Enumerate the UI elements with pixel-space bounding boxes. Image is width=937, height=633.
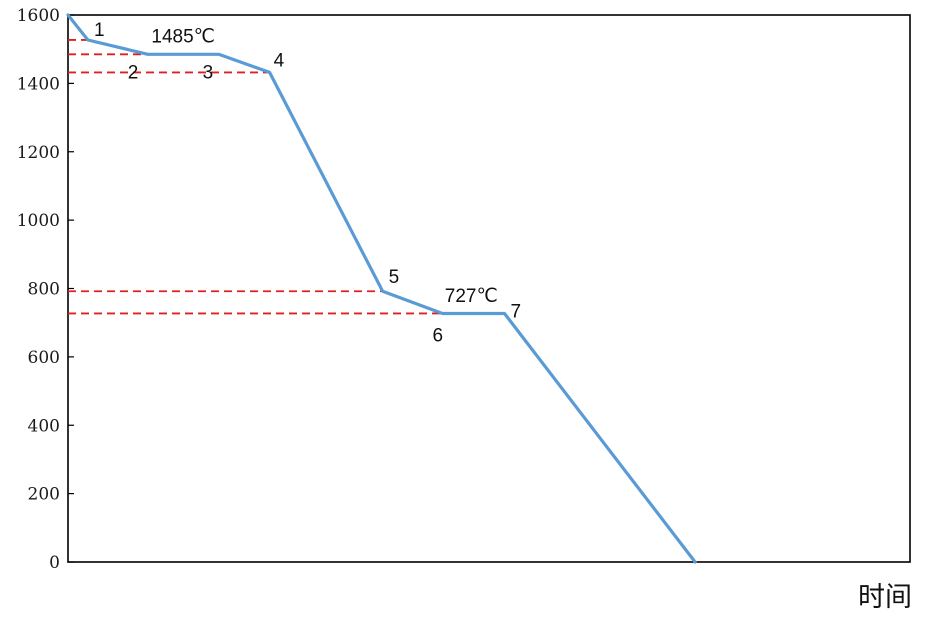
y-tick-label: 1400	[17, 74, 60, 94]
y-tick-label: 200	[28, 485, 60, 505]
point-label-2: 2	[128, 62, 139, 83]
annotations: 1485℃ 727℃	[151, 26, 497, 307]
y-tick-label: 0	[49, 553, 60, 573]
y-tick-label: 1600	[17, 6, 60, 26]
point-labels: 1 2 3 4 5 6 7	[94, 20, 521, 347]
temperature-annotation: 727℃	[445, 286, 498, 307]
point-label-1: 1	[94, 20, 105, 41]
y-tick-label: 1000	[17, 211, 60, 231]
point-label-7: 7	[511, 301, 522, 322]
y-tick-label: 800	[28, 280, 60, 300]
point-label-4: 4	[274, 50, 285, 71]
y-tick-label: 600	[28, 348, 60, 368]
point-label-3: 3	[203, 62, 214, 83]
point-label-5: 5	[389, 267, 400, 288]
y-axis-ticks: 0 200 400 600 800 1000 1200 1400 1600	[17, 6, 74, 573]
y-tick-label: 400	[28, 416, 60, 436]
y-tick-label: 1200	[17, 143, 60, 163]
cooling-curve-line	[66, 13, 697, 564]
point-label-6: 6	[432, 325, 443, 346]
x-axis-label: 时间	[858, 582, 912, 612]
reference-lines	[68, 39, 443, 315]
temperature-annotation: 1485℃	[151, 26, 215, 47]
series-layer	[66, 13, 697, 564]
